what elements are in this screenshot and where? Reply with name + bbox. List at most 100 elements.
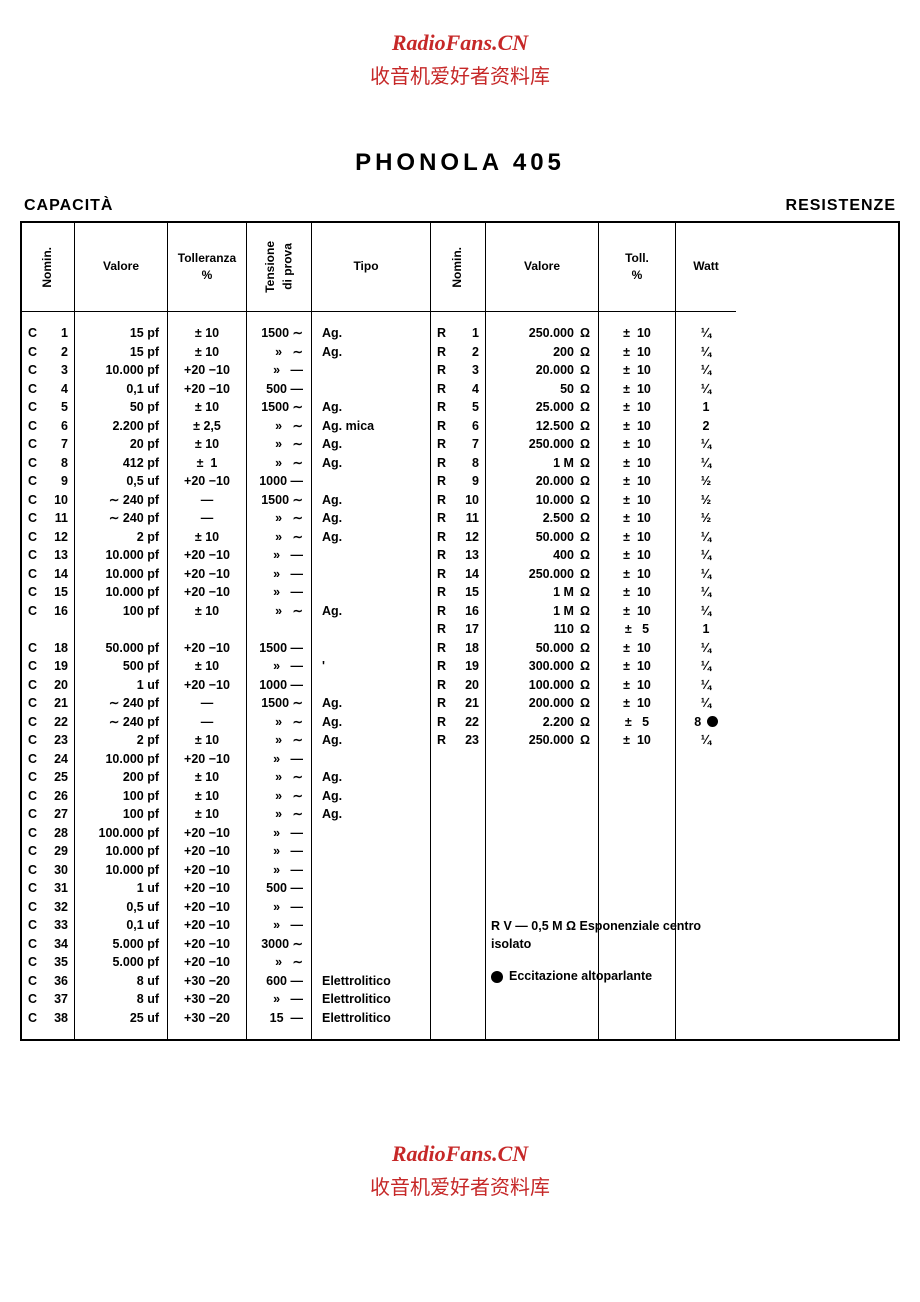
table-cell: ¼ [682,343,730,362]
table-cell: C6 [28,417,68,436]
capacitor-table: Nomin. C1C2C3C4C5C6C7C8C9C10C11C12C13C14… [22,223,420,1039]
table-cell: Elettrolitico [322,1009,414,1028]
table-cell: ± 10 [174,768,240,787]
table-cell: ± 10 [605,546,669,565]
table-cell: 8 uf [81,990,159,1009]
table-cell: 500 — [253,879,303,898]
table-cell: » ∼ [253,953,303,972]
table-cell: Elettrolitico [322,990,414,1009]
table-cell: — [174,713,240,732]
table-cell: C5 [28,398,68,417]
table-cell: ½ [682,472,730,491]
table-cell: 1500 — [253,639,303,658]
table-cell: C29 [28,842,68,861]
table-cell: R18 [437,639,479,658]
table-cell: 2.200Ω [492,713,590,732]
table-cell: C23 [28,731,68,750]
table-cell: 100.000Ω [492,676,590,695]
table-cell: ± 10 [605,343,669,362]
table-cell [322,935,414,954]
table-cell: +30 −20 [174,972,240,991]
table-cell: C22 [28,713,68,732]
table-cell: R6 [437,417,479,436]
table-cell: R10 [437,491,479,510]
table-cell: — [174,509,240,528]
table-cell: 5.000 pf [81,935,159,954]
table-cell: +20 −10 [174,380,240,399]
res-header-nomin: Nomin. [449,247,466,288]
table-cell: ± 1 [174,454,240,473]
table-cell: » ∼ [253,602,303,621]
table-cell: 500 — [253,380,303,399]
table-cell [322,842,414,861]
table-cell: 20.000Ω [492,361,590,380]
table-cell: 20.000Ω [492,472,590,491]
table-cell: 50Ω [492,380,590,399]
table-cell: R11 [437,509,479,528]
table-cell [174,620,240,639]
table-cell: R20 [437,676,479,695]
cap-header-tipo: Tipo [312,223,420,312]
table-cell: C24 [28,750,68,769]
table-cell: » — [253,565,303,584]
watermark-bottom: RadioFans.CN 收音机爱好者资料库 [20,1141,900,1200]
table-cell: ¼ [682,657,730,676]
table-cell: C11 [28,509,68,528]
table-cell [322,546,414,565]
table-cell: ± 5 [605,713,669,732]
table-cell: 500 pf [81,657,159,676]
table-cell: +20 −10 [174,676,240,695]
table-cell: +20 −10 [174,879,240,898]
table-cell: R12 [437,528,479,547]
table-cell: ± 10 [174,787,240,806]
table-cell: Elettrolitico [322,972,414,991]
table-cell: C36 [28,972,68,991]
table-cell: ± 10 [174,602,240,621]
table-cell: » ∼ [253,454,303,473]
table-cell: ± 10 [174,398,240,417]
table-cell: ± 10 [605,602,669,621]
table-cell: +20 −10 [174,824,240,843]
table-cell: 1000 — [253,676,303,695]
table-cell: Ag. [322,694,414,713]
table-cell: ∼ 240 pf [81,694,159,713]
table-cell: +20 −10 [174,583,240,602]
watermark-site-bottom: RadioFans.CN [20,1141,900,1167]
table-cell: ∼ 240 pf [81,491,159,510]
table-cell: ¼ [682,583,730,602]
table-cell: C27 [28,805,68,824]
table-cell: ¼ [682,528,730,547]
table-cell: +20 −10 [174,472,240,491]
table-cell: ± 10 [174,324,240,343]
table-cell: 10.000 pf [81,361,159,380]
table-cell: 250.000Ω [492,565,590,584]
table-cell: ¼ [682,602,730,621]
table-cell: C20 [28,676,68,695]
table-cell: 10.000Ω [492,491,590,510]
table-cell: +30 −20 [174,990,240,1009]
table-cell: C3 [28,361,68,380]
table-cell: R8 [437,454,479,473]
label-resistenze: RESISTENZE [786,197,896,215]
table-cell [81,620,159,639]
table-cell: 8 uf [81,972,159,991]
table-cell: » ∼ [253,528,303,547]
table-cell: ± 10 [605,417,669,436]
table-cell: ¼ [682,731,730,750]
table-cell: Ag. [322,509,414,528]
table-cell: 200.000Ω [492,694,590,713]
table-cell: R15 [437,583,479,602]
table-cell: 100 pf [81,805,159,824]
table-cell: 15 — [253,1009,303,1028]
table-cell: » — [253,361,303,380]
table-cell: C4 [28,380,68,399]
table-cell: » — [253,842,303,861]
table-cell: ± 10 [605,398,669,417]
table-cell: ± 10 [605,454,669,473]
table-cell: Ag. [322,768,414,787]
table-cell: C13 [28,546,68,565]
table-cell: 20 pf [81,435,159,454]
table-cell: » — [253,583,303,602]
table-cell: ± 5 [605,620,669,639]
table-cell: 200Ω [492,343,590,362]
